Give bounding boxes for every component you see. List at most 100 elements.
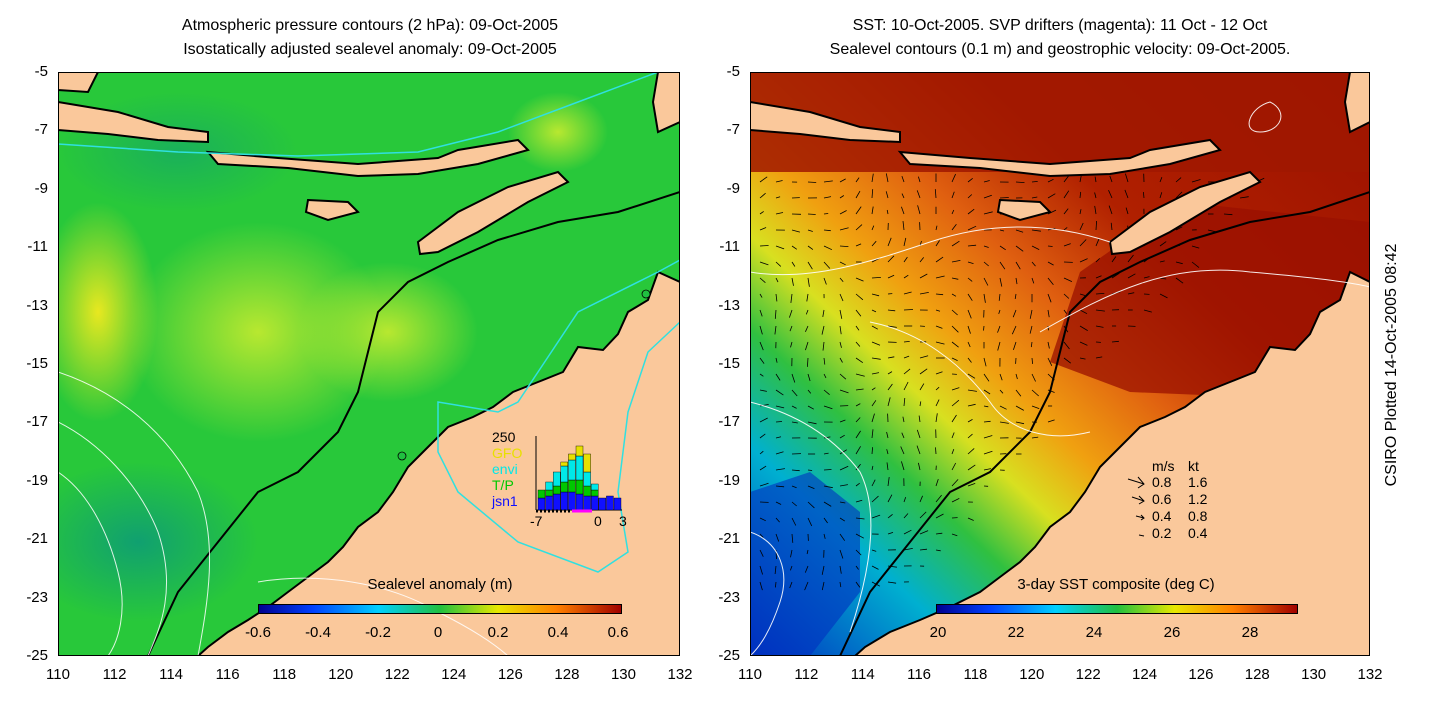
velocity-arrow xyxy=(805,309,809,315)
velocity-arrow xyxy=(823,501,832,507)
velocity-arrow xyxy=(1047,277,1054,285)
velocity-arrow xyxy=(919,548,928,551)
velocity-arrow xyxy=(967,325,971,334)
velocity-arrow xyxy=(871,293,880,297)
velocity-arrow xyxy=(790,293,793,303)
velocity-arrow xyxy=(919,511,927,519)
velocity-arrow xyxy=(901,432,905,439)
velocity-arrow xyxy=(1015,421,1025,425)
velocity-arrow xyxy=(1047,245,1053,247)
histogram-bar xyxy=(583,453,591,473)
velocity-arrow xyxy=(790,549,793,558)
velocity-arrow xyxy=(855,388,864,391)
velocity-arrow xyxy=(871,325,878,330)
histogram-bar xyxy=(575,445,584,457)
histogram-bar xyxy=(575,493,584,511)
velocity-legend-kt: 1.2 xyxy=(1188,491,1208,507)
velocity-arrow xyxy=(935,240,940,247)
velocity-arrow xyxy=(1109,175,1113,183)
x-tick-label: 122 xyxy=(384,666,410,683)
histogram-bar xyxy=(568,479,576,493)
velocity-arrow xyxy=(871,257,880,263)
velocity-arrow xyxy=(855,403,861,407)
velocity-arrow xyxy=(839,210,847,215)
velocity-arrow xyxy=(775,357,778,363)
velocity-arrow xyxy=(903,548,913,551)
velocity-arrow xyxy=(855,499,863,503)
timor-island-sst xyxy=(1108,170,1262,256)
velocity-arrow xyxy=(916,445,921,455)
velocity-arrow xyxy=(903,291,912,295)
velocity-arrow xyxy=(1031,261,1036,267)
velocity-arrow xyxy=(822,341,825,351)
velocity-arrow xyxy=(823,196,832,199)
velocity-arrow xyxy=(823,452,829,455)
velocity-arrow xyxy=(1063,293,1070,299)
velocity-arrow xyxy=(1095,275,1102,279)
velocity-arrow xyxy=(967,293,973,301)
x-tick-label: 114 xyxy=(159,666,184,683)
velocity-arrow xyxy=(887,383,893,391)
velocity-arrow xyxy=(903,274,909,279)
velocity-arrow xyxy=(1191,245,1200,249)
velocity-arrow xyxy=(806,549,809,555)
velocity-arrow xyxy=(983,245,989,248)
velocity-arrow xyxy=(951,479,959,487)
velocity-arrow xyxy=(935,275,945,279)
left-cb-tick: -0.6 xyxy=(245,624,271,641)
velocity-arrow xyxy=(1095,238,1100,247)
java-island-sst xyxy=(750,100,901,144)
velocity-arrow xyxy=(855,417,861,423)
velocity-arrow xyxy=(759,245,769,247)
velocity-legend-kt: 0.4 xyxy=(1188,525,1208,541)
x-tick-label: 126 xyxy=(497,666,523,683)
velocity-arrow xyxy=(855,190,861,199)
velocity-arrow xyxy=(871,277,881,279)
velocity-arrow xyxy=(1031,196,1038,199)
sst-colorbar xyxy=(936,604,1298,614)
velocity-legend-arrows xyxy=(1127,476,1145,537)
sealevel-anomaly-map xyxy=(58,72,680,656)
velocity-arrow xyxy=(1127,292,1135,295)
x-tick-label: 110 xyxy=(738,666,762,683)
velocity-arrow xyxy=(775,581,777,588)
velocity-arrow xyxy=(1175,277,1184,284)
velocity-arrow xyxy=(887,274,895,279)
velocity-arrow xyxy=(871,465,874,471)
inset-label-jsn1: jsn1 xyxy=(492,493,518,509)
left-cb-tick: 0.2 xyxy=(487,624,509,641)
velocity-arrow xyxy=(1031,357,1033,364)
velocity-arrow xyxy=(1094,205,1097,215)
y-tick-label: -13 xyxy=(718,296,740,314)
velocity-arrow xyxy=(903,529,912,535)
velocity-arrow xyxy=(839,341,842,348)
velocity-arrow xyxy=(871,400,877,407)
histogram-bar xyxy=(606,495,614,511)
velocity-arrow xyxy=(1015,373,1018,380)
velocity-arrow xyxy=(887,477,890,487)
velocity-arrow xyxy=(775,212,784,215)
velocity-arrow xyxy=(805,341,809,351)
left-cb-tick: 0.4 xyxy=(547,624,569,641)
velocity-arrow xyxy=(903,496,907,503)
velocity-arrow xyxy=(823,469,832,471)
x-tick-label: 114 xyxy=(850,666,875,683)
velocity-arrow xyxy=(855,177,860,183)
inset-label-tp: T/P xyxy=(492,477,514,493)
velocity-arrow xyxy=(823,517,828,524)
velocity-arrow xyxy=(807,373,811,382)
velocity-arrow xyxy=(1143,276,1150,279)
velocity-arrow xyxy=(1013,341,1017,351)
velocity-arrow xyxy=(887,532,894,535)
velocity-arrow xyxy=(871,413,875,423)
velocity-arrow xyxy=(807,421,817,425)
velocity-arrow xyxy=(918,462,921,471)
velocity-arrow xyxy=(901,461,905,471)
velocity-arrow xyxy=(774,309,777,319)
velocity-arrow xyxy=(935,413,938,423)
velocity-arrow xyxy=(1063,277,1073,282)
velocity-arrow xyxy=(903,397,906,407)
y-tick-label: -9 xyxy=(34,179,48,197)
velocity-arrow xyxy=(839,389,849,394)
velocity-arrow xyxy=(775,373,781,381)
